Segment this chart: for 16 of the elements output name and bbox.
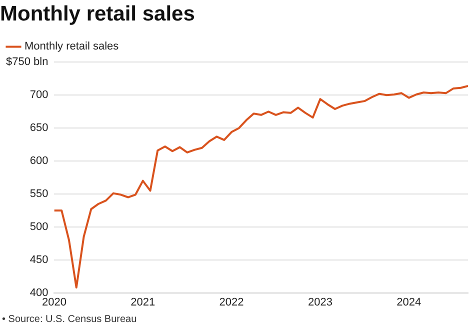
legend-label: Monthly retail sales <box>24 40 120 53</box>
y-tick-label: 550 <box>30 188 48 200</box>
y-tick-label: 650 <box>30 122 48 134</box>
y-tick-label: 450 <box>30 254 48 266</box>
x-tick-label: 2020 <box>42 296 66 308</box>
y-tick-label: $750 bln <box>6 56 48 68</box>
x-tick-label: 2022 <box>219 296 244 308</box>
x-tick-label: 2024 <box>396 296 422 308</box>
y-tick-label: 700 <box>30 89 48 102</box>
y-tick-label: 500 <box>30 220 48 233</box>
y-tick-label: 400 <box>30 286 48 299</box>
chart-title: Monthly retail sales <box>0 2 195 26</box>
x-tick-label: 2023 <box>308 296 332 308</box>
y-tick-label: 600 <box>30 155 48 168</box>
x-tick-label: 2021 <box>130 296 156 308</box>
text: • Source: U.S. Census Bureau <box>2 314 137 325</box>
